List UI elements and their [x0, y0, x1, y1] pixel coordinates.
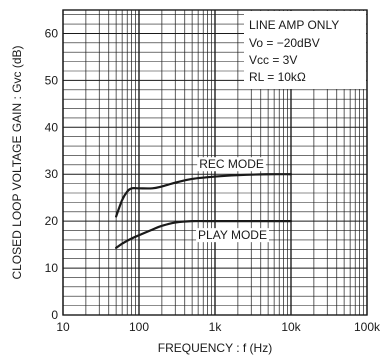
y-tick-label: 0	[51, 308, 58, 322]
y-tick-label: 20	[45, 214, 59, 228]
series-label: REC MODE	[199, 157, 264, 171]
y-tick-label: 40	[45, 120, 59, 134]
condition-output-voltage: Vo = −20dBV	[249, 36, 320, 50]
x-axis-title: FREQUENCY : f (Hz)	[158, 341, 272, 355]
plot-frame	[62, 9, 368, 316]
series-label: PLAY MODE	[198, 228, 267, 242]
y-tick-label: 60	[45, 26, 59, 40]
series-line-rec-mode	[115, 173, 293, 218]
condition-supply-voltage: Vcc = 3V	[249, 53, 297, 67]
x-tick-label: 10	[56, 320, 70, 334]
series-label-background	[196, 228, 269, 243]
conditions-background	[244, 11, 366, 89]
y-tick-label: 30	[45, 167, 59, 181]
condition-title: LINE AMP ONLY	[249, 18, 339, 32]
series-label-background	[197, 157, 266, 172]
y-tick-label: 50	[45, 73, 59, 87]
condition-load-resistance: RL = 10kΩ	[249, 70, 306, 84]
x-tick-label: 100	[129, 320, 149, 334]
x-tick-label: 10k	[281, 320, 301, 334]
conditions-legend: LINE AMP ONLY Vo = −20dBV Vcc = 3V RL = …	[244, 11, 366, 89]
y-tick-label: 10	[45, 261, 59, 275]
series-layer: REC MODE PLAY MODE	[115, 157, 293, 249]
y-axis-title: CLOSED LOOP VOLTAGE GAIN : Gvc (dB)	[10, 45, 24, 279]
y-tick-labels: 0 10 20 30 40 50 60	[45, 26, 59, 322]
x-tick-label: 1k	[209, 320, 223, 334]
x-tick-labels: 10 100 1k 10k 100k	[56, 320, 380, 334]
series-line-play-mode	[115, 219, 293, 249]
x-tick-label: 100k	[354, 320, 380, 334]
